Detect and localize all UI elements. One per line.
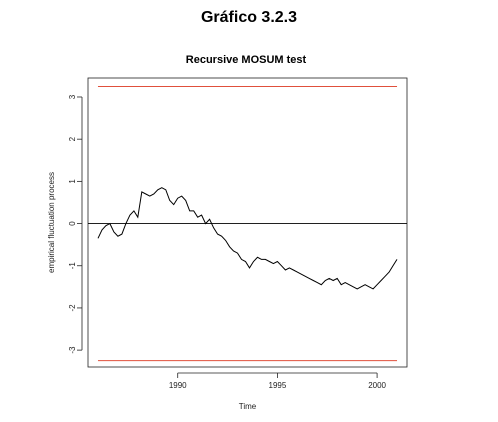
plot-frame [87, 77, 408, 368]
y-tick-label: 0 [68, 221, 77, 226]
chart-title: Recursive MOSUM test [186, 54, 307, 66]
x-axis-label: Time [239, 402, 257, 411]
x-tick-label: 2000 [368, 381, 386, 390]
y-axis: -3 -2 -1 0 1 2 3 [68, 94, 83, 354]
y-axis-label: empirical fluctuation process [47, 172, 56, 273]
figure-heading: Gráfico 3.2.3 [200, 9, 298, 26]
y-tick-label: -2 [68, 304, 77, 312]
fluctuation-process-line [97, 187, 398, 290]
x-tick-label: 1995 [269, 381, 287, 390]
y-tick-label: 1 [68, 179, 77, 184]
boundary-lines [97, 85, 398, 362]
x-axis: 1990 1995 2000 [169, 372, 387, 390]
y-tick-label: 3 [68, 94, 77, 99]
y-tick-label: -3 [68, 346, 77, 354]
x-tick-label: 1990 [169, 381, 187, 390]
y-tick-label: -1 [68, 262, 77, 270]
y-tick-label: 2 [68, 136, 77, 141]
